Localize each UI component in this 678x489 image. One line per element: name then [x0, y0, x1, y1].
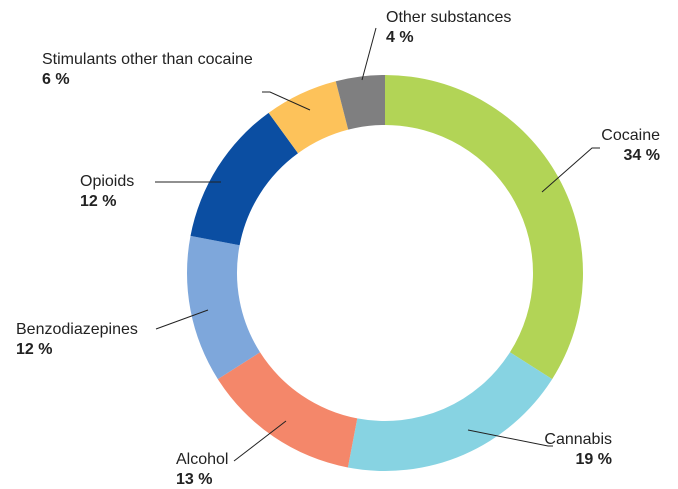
- leader-line-cannabis: [467, 429, 553, 447]
- label-other-substances: Other substances: [386, 9, 511, 26]
- value-label-alcohol: 13 %: [176, 471, 212, 488]
- label-cocaine: Cocaine: [601, 127, 660, 144]
- value-label-opioids: 12 %: [80, 193, 116, 210]
- slice-alcohol: [217, 352, 358, 468]
- slice-stimulants-other-than-cocaine: [268, 81, 349, 154]
- value-label-benzodiazepines: 12 %: [16, 341, 52, 358]
- slice-labels: Cocaine 34 % Cannabis 19 % Alcohol 13 % Benzod…: [16, 9, 660, 488]
- slice-cannabis: [347, 352, 553, 472]
- leader-line-benzodiazepines: [155, 309, 209, 330]
- leader-line-cocaine: [541, 147, 600, 193]
- donut-slices: [187, 75, 583, 472]
- slice-cocaine: [385, 75, 583, 380]
- label-alcohol: Alcohol: [176, 451, 228, 468]
- slice-opioids: [190, 112, 299, 246]
- label-benzodiazepines: Benzodiazepines: [16, 321, 138, 338]
- value-label-cannabis: 19 %: [576, 451, 612, 468]
- label-opioids: Opioids: [80, 173, 134, 190]
- leader-line-other-substances: [361, 27, 377, 81]
- value-label-cocaine: 34 %: [624, 147, 660, 164]
- leader-line-stimulants-other-than-cocaine: [262, 91, 311, 111]
- leader-lines: [155, 27, 600, 462]
- value-label-other-substances: 4 %: [386, 29, 414, 46]
- value-label-stimulants-other-than-cocaine: 6 %: [42, 71, 70, 88]
- label-cannabis: Cannabis: [544, 431, 612, 448]
- label-stimulants-other-than-cocaine: Stimulants other than cocaine: [42, 51, 253, 68]
- slice-other-substances: [335, 75, 385, 130]
- leader-line-alcohol: [233, 420, 287, 462]
- slice-benzodiazepines: [187, 235, 261, 380]
